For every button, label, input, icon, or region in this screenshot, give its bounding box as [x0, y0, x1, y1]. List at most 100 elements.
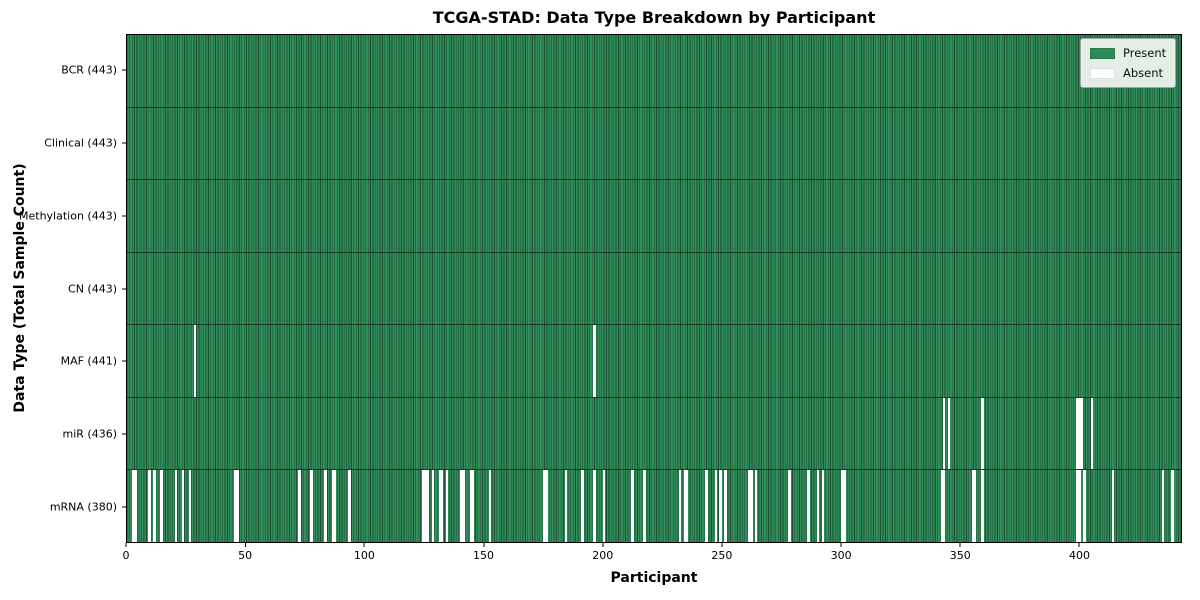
legend-entry-present: Present: [1090, 46, 1166, 60]
y-tick-mir: miR (436): [0, 427, 126, 440]
absent-stripe: [469, 470, 472, 543]
absent-stripe: [543, 470, 546, 543]
x-tick-350: 350: [950, 543, 971, 562]
absent-stripe: [974, 470, 977, 543]
heatmap-row-mir: [127, 396, 1181, 470]
absent-stripe: [971, 470, 974, 543]
absent-stripe: [719, 470, 722, 543]
absent-stripe: [422, 470, 425, 543]
heatmap-row-cn: [127, 251, 1181, 325]
absent-stripe: [134, 470, 137, 543]
absent-stripe: [236, 470, 239, 543]
x-axis-ticks: 0 50 100 150 200 250 300 350 400: [123, 543, 1182, 569]
plot-area: Present Absent: [126, 34, 1182, 543]
y-tick-mark: [122, 69, 126, 71]
absent-stripe: [460, 470, 463, 543]
y-tick-mark: [122, 215, 126, 217]
absent-stripe: [1083, 470, 1086, 543]
absent-stripe: [947, 397, 951, 470]
absent-stripe: [188, 470, 192, 543]
x-tick-label: 100: [353, 549, 375, 562]
x-tick-50: 50: [238, 543, 252, 562]
y-tick-label: CN (443): [68, 282, 117, 295]
heatmap-row-mrna: [127, 469, 1181, 543]
absent-stripe: [564, 470, 568, 543]
y-tick-label: mRNA (380): [49, 500, 117, 514]
y-tick-label: BCR (443): [61, 63, 117, 77]
y-tick-label: MAF (441): [60, 354, 117, 368]
legend-swatch-absent: [1090, 67, 1115, 79]
absent-stripe: [471, 470, 475, 543]
x-tick-label: 250: [711, 549, 733, 562]
x-tick-mark: [125, 543, 127, 547]
absent-stripe: [160, 470, 163, 543]
x-tick-label: 200: [592, 549, 614, 562]
absent-stripe: [843, 470, 846, 543]
legend-swatch-present: [1090, 47, 1115, 59]
absent-stripe: [333, 470, 337, 543]
absent-stripe: [153, 470, 156, 543]
x-axis-title: Participant: [610, 570, 698, 586]
absent-stripe: [298, 470, 301, 543]
x-tick-250: 250: [711, 543, 732, 562]
heatmap-row-maf: [127, 324, 1181, 397]
absent-stripe: [438, 470, 442, 543]
absent-stripe: [1090, 397, 1093, 470]
absent-stripe: [678, 470, 682, 543]
absent-stripe: [462, 470, 465, 543]
absent-stripe: [943, 397, 946, 470]
absent-stripe: [1078, 397, 1082, 470]
y-tick-mark: [122, 288, 126, 289]
absent-stripe: [1076, 397, 1079, 470]
absent-stripe: [631, 470, 634, 543]
x-tick-150: 150: [473, 543, 494, 562]
x-tick-label: 400: [1068, 549, 1090, 562]
absent-stripe: [602, 470, 606, 543]
y-tick-label: miR (436): [62, 427, 118, 441]
y-tick-mrna: mRNA (380): [0, 500, 126, 513]
legend-entry-absent: Absent: [1090, 66, 1166, 80]
x-tick-200: 200: [592, 543, 613, 562]
absent-stripe: [593, 470, 596, 543]
absent-stripe: [840, 470, 844, 543]
absent-stripe: [310, 470, 313, 543]
absent-stripe: [348, 470, 351, 543]
chart-title: TCGA-STAD: Data Type Breakdown by Partic…: [432, 8, 876, 27]
x-tick-mark: [602, 543, 604, 547]
absent-stripe: [131, 470, 135, 543]
y-tick-maf: MAF (441): [0, 355, 126, 368]
absent-stripe: [643, 470, 646, 543]
x-tick-label: 300: [830, 549, 852, 562]
absent-stripe: [750, 470, 753, 543]
absent-stripe: [445, 470, 449, 543]
y-tick-mark: [122, 142, 126, 144]
y-tick-cn: CN (443): [0, 282, 126, 295]
y-tick-methylation: Methylation (443): [0, 209, 126, 222]
absent-stripe: [1076, 470, 1079, 543]
legend-label-present: Present: [1123, 46, 1167, 60]
absent-stripe: [1112, 470, 1115, 543]
absent-stripe: [181, 470, 185, 543]
absent-stripe: [940, 470, 944, 543]
absent-stripe: [331, 470, 334, 543]
legend-label-absent: Absent: [1123, 66, 1164, 80]
absent-stripe: [981, 397, 984, 470]
legend: Present Absent: [1080, 38, 1176, 88]
y-axis-ticks: BCR (443) Clinical (443) Methylation (443)…: [0, 34, 126, 543]
absent-stripe: [426, 470, 430, 543]
x-tick-mark: [721, 543, 723, 547]
y-tick-label: Methylation (443): [19, 209, 117, 223]
x-tick-label: 150: [473, 549, 495, 562]
absent-stripe: [821, 470, 825, 543]
x-tick-400: 400: [1069, 543, 1090, 562]
x-tick-mark: [1078, 543, 1080, 547]
x-tick-mark: [363, 543, 365, 547]
y-tick-mark: [122, 506, 126, 508]
absent-stripe: [174, 470, 177, 543]
absent-stripe: [788, 470, 791, 543]
y-tick-mark: [122, 433, 126, 435]
absent-stripe: [148, 470, 151, 543]
x-tick-100: 100: [354, 543, 375, 562]
absent-stripe: [324, 470, 327, 543]
